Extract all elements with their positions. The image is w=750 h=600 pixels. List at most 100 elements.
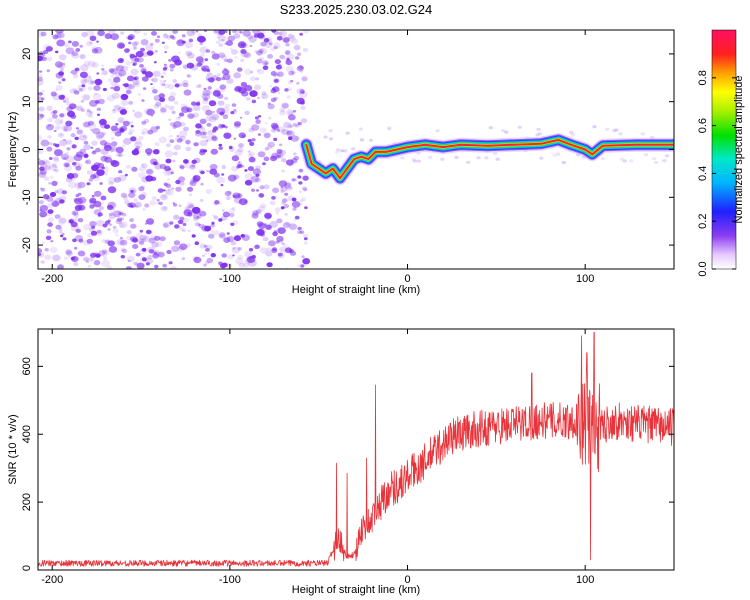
noise-dot bbox=[500, 128, 506, 133]
noise-dot bbox=[259, 48, 268, 55]
noise-dot bbox=[141, 99, 145, 102]
noise-dot bbox=[134, 139, 142, 145]
noise-dot bbox=[205, 139, 209, 142]
noise-dot bbox=[160, 107, 167, 113]
noise-dot bbox=[211, 50, 216, 54]
noise-dot bbox=[152, 250, 161, 257]
noise-dot bbox=[236, 67, 243, 72]
noise-dot bbox=[162, 67, 167, 71]
noise-dot bbox=[187, 52, 195, 59]
noise-dot bbox=[106, 265, 112, 269]
noise-dot bbox=[153, 251, 158, 255]
noise-dot bbox=[148, 237, 156, 244]
noise-dot bbox=[63, 256, 68, 260]
noise-dot bbox=[52, 164, 57, 168]
noise-dot bbox=[298, 181, 303, 185]
noise-dot bbox=[80, 78, 88, 85]
noise-dot bbox=[299, 32, 304, 36]
noise-dot bbox=[82, 135, 87, 139]
noise-dot bbox=[111, 211, 114, 214]
noise-dot bbox=[64, 163, 70, 168]
noise-dot bbox=[100, 148, 109, 155]
noise-dot bbox=[63, 125, 72, 132]
noise-dot bbox=[129, 218, 134, 223]
noise-dot bbox=[201, 60, 205, 63]
noise-dot bbox=[139, 64, 144, 68]
noise-dot bbox=[201, 105, 210, 112]
noise-dot bbox=[561, 160, 566, 165]
noise-dot bbox=[43, 49, 49, 55]
noise-dot bbox=[74, 246, 78, 250]
noise-dot bbox=[249, 90, 258, 97]
noise-dot bbox=[46, 203, 54, 209]
noise-dot bbox=[218, 143, 223, 147]
noise-dot bbox=[195, 129, 201, 134]
noise-dot bbox=[80, 108, 85, 112]
noise-dot bbox=[221, 165, 226, 170]
noise-dot bbox=[175, 136, 183, 143]
noise-dot bbox=[74, 136, 79, 141]
noise-dot bbox=[65, 139, 73, 145]
noise-dot bbox=[278, 30, 288, 38]
noise-dot bbox=[251, 254, 256, 259]
noise-dot bbox=[113, 86, 121, 92]
snr-xtick-label: -200 bbox=[41, 574, 63, 586]
noise-dot bbox=[537, 132, 543, 136]
noise-dot bbox=[261, 96, 265, 99]
noise-dot bbox=[81, 80, 87, 84]
noise-dot bbox=[164, 182, 171, 188]
noise-dot bbox=[251, 188, 255, 192]
noise-dot bbox=[98, 118, 107, 126]
noise-dot bbox=[237, 86, 247, 94]
noise-dot bbox=[213, 126, 219, 131]
noise-dot bbox=[196, 62, 203, 67]
noise-dot bbox=[112, 228, 119, 234]
noise-dot bbox=[160, 75, 164, 78]
noise-dot bbox=[71, 210, 79, 216]
noise-dot bbox=[204, 30, 207, 33]
noise-dot bbox=[297, 226, 302, 231]
noise-dot bbox=[58, 229, 63, 234]
noise-dot bbox=[172, 202, 175, 205]
noise-dot bbox=[65, 155, 75, 163]
snr-ticks: -200 -100 0 100 0 200 400 600 bbox=[21, 329, 674, 586]
noise-dot bbox=[73, 90, 80, 95]
noise-dot bbox=[126, 164, 131, 169]
noise-dot bbox=[121, 144, 126, 148]
noise-dot bbox=[165, 168, 174, 175]
noise-dot bbox=[484, 156, 489, 160]
noise-dot bbox=[197, 35, 206, 43]
noise-dot bbox=[150, 114, 154, 117]
noise-dot bbox=[340, 149, 345, 153]
noise-dot bbox=[288, 223, 298, 230]
noise-dot bbox=[281, 128, 289, 135]
noise-dot bbox=[116, 238, 125, 246]
noise-dot bbox=[216, 92, 221, 97]
noise-dot bbox=[612, 129, 617, 133]
noise-dot bbox=[90, 80, 95, 85]
noise-dot bbox=[124, 199, 130, 205]
noise-dot bbox=[56, 188, 65, 195]
noise-dot bbox=[221, 209, 225, 212]
snr-xtick-label: 0 bbox=[404, 574, 410, 586]
noise-dot bbox=[48, 141, 53, 146]
noise-dot bbox=[201, 93, 211, 100]
noise-dot bbox=[167, 178, 170, 181]
noise-dot bbox=[40, 260, 45, 264]
noise-dot bbox=[154, 38, 160, 43]
noise-dot bbox=[95, 39, 99, 43]
noise-dot bbox=[133, 261, 139, 266]
noise-dot bbox=[304, 206, 308, 210]
noise-dot bbox=[292, 110, 297, 113]
noise-dot bbox=[89, 220, 97, 227]
noise-dot bbox=[151, 86, 155, 90]
noise-dot bbox=[39, 70, 43, 73]
noise-dot bbox=[38, 73, 43, 80]
noise-dot bbox=[169, 122, 175, 127]
noise-dot bbox=[49, 246, 58, 254]
noise-dot bbox=[202, 67, 207, 72]
noise-dot bbox=[58, 195, 67, 202]
noise-dot bbox=[115, 84, 120, 88]
noise-dot bbox=[278, 143, 283, 147]
noise-dot bbox=[153, 149, 160, 155]
